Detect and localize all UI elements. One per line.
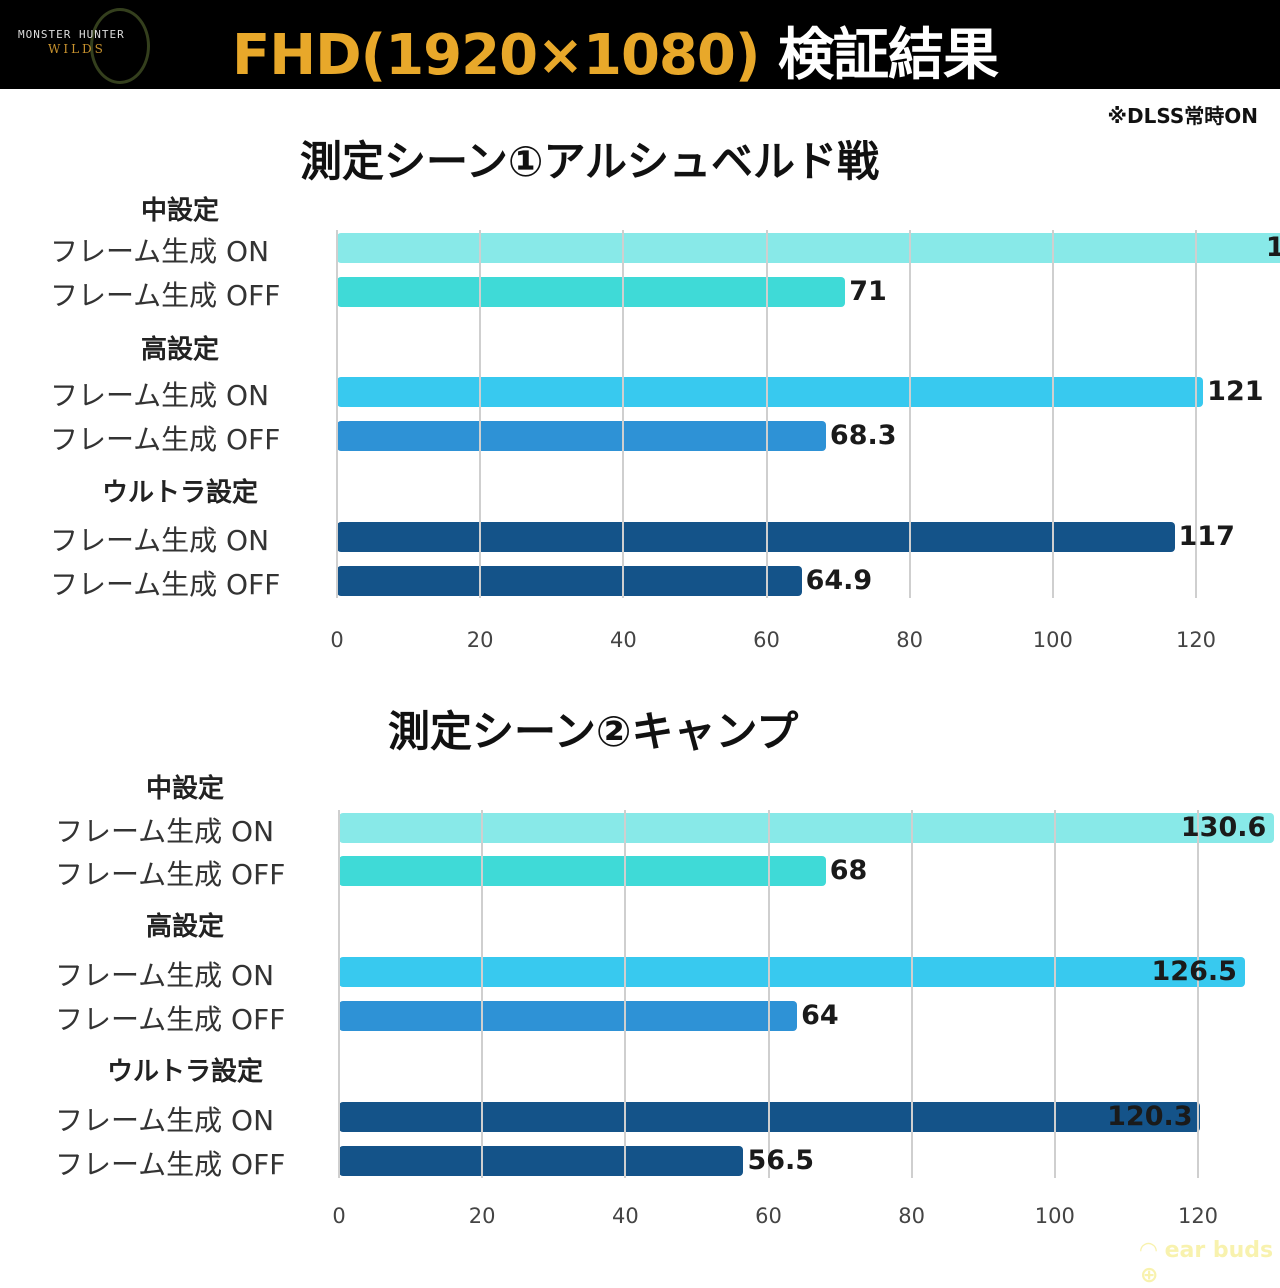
x-tick-label: 80 (896, 628, 924, 652)
row-label: フレーム生成 ON (55, 1104, 275, 1137)
x-tick-label: 60 (753, 628, 780, 652)
row-label: フレーム生成 OFF (55, 858, 286, 891)
bar (339, 1146, 744, 1176)
bar (339, 957, 1245, 987)
title-suffix: 検証結果 (777, 23, 999, 88)
data-label: 138 (1265, 232, 1280, 263)
gridline (338, 810, 340, 1178)
row-label: フレーム生成 ON (50, 235, 270, 268)
watermark-text: ear buds (1164, 1238, 1274, 1263)
row-label: フレーム生成 OFF (50, 423, 281, 456)
data-label: 130.6 (1180, 812, 1267, 843)
bar (337, 233, 1280, 263)
group-label: 中設定 (140, 196, 220, 226)
data-label: 68.3 (829, 420, 897, 451)
row-label: フレーム生成 ON (50, 524, 270, 557)
group-label: 高設定 (145, 912, 225, 942)
watermark-logo: ◠ ear buds ⊕ (1140, 1238, 1274, 1288)
data-label: 117 (1178, 521, 1235, 552)
group-label: 高設定 (140, 335, 220, 365)
gridline (481, 810, 484, 1178)
header: MONSTER HUNTER WILDS FHD(1920×1080) 検証結果 (0, 0, 1280, 89)
gridline (1051, 230, 1054, 598)
group-label: ウルトラ設定 (106, 1057, 264, 1087)
data-label: 56.5 (747, 1145, 815, 1176)
x-tick-label: 0 (332, 1204, 346, 1228)
data-label: 120.3 (1107, 1101, 1193, 1132)
x-tick-label: 100 (1032, 628, 1073, 652)
data-label: 64 (801, 1000, 839, 1031)
gridline (622, 230, 625, 598)
gridline (336, 230, 338, 598)
data-label: 71 (849, 276, 887, 307)
group-label: ウルトラ設定 (101, 478, 259, 508)
data-label: 68 (829, 855, 868, 886)
x-tick-label: 120 (1175, 628, 1217, 652)
x-tick-label: 120 (1177, 1204, 1219, 1228)
bar (339, 1102, 1201, 1132)
gridline (1195, 230, 1197, 598)
logo-ornament (90, 8, 150, 84)
page-title: FHD(1920×1080) 検証結果 (232, 10, 999, 91)
gridline (765, 230, 768, 598)
x-tick-label: 100 (1034, 1204, 1075, 1228)
gridline (479, 230, 482, 598)
row-label: フレーム生成 ON (55, 815, 275, 848)
row-label: フレーム生成 OFF (55, 1148, 286, 1181)
bar (337, 421, 826, 451)
x-tick-label: 40 (611, 1204, 639, 1228)
bar (339, 856, 826, 886)
row-label: フレーム生成 OFF (50, 568, 281, 601)
bar (339, 1001, 798, 1031)
row-label: フレーム生成 ON (55, 959, 275, 992)
row-label: フレーム生成 ON (50, 379, 270, 412)
chart-title: 測定シーン①アルシュベルド戦 (300, 137, 880, 186)
x-tick-label: 0 (330, 628, 344, 652)
gridline (1197, 810, 1199, 1178)
gridline (1053, 810, 1056, 1178)
x-tick-label: 20 (468, 1204, 496, 1228)
bar (337, 522, 1175, 552)
x-tick-label: 20 (466, 628, 494, 652)
row-label: フレーム生成 OFF (55, 1003, 286, 1036)
x-tick-label: 60 (755, 1204, 782, 1228)
data-label: 126.5 (1151, 956, 1237, 987)
chart-title: 測定シーン②キャンプ (388, 707, 799, 756)
gridline (624, 810, 627, 1178)
group-label: 中設定 (145, 774, 225, 804)
logo-text: MONSTER HUNTER (18, 28, 125, 41)
bar (337, 277, 846, 307)
bar (339, 813, 1274, 843)
x-tick-label: 80 (898, 1204, 926, 1228)
bar (337, 377, 1204, 407)
row-label: フレーム生成 OFF (50, 279, 281, 312)
dlss-note: ※DLSS常時ON (1107, 104, 1258, 128)
data-label: 64.9 (805, 565, 873, 596)
game-logo: MONSTER HUNTER WILDS (12, 8, 152, 84)
gridline (910, 810, 913, 1178)
data-label: 121 (1207, 376, 1264, 407)
gridline (767, 810, 770, 1178)
logo-subtext: WILDS (48, 42, 106, 56)
x-tick-label: 40 (609, 628, 637, 652)
bar (337, 566, 802, 596)
gridline (908, 230, 911, 598)
title-main: FHD(1920×1080) (232, 23, 760, 88)
